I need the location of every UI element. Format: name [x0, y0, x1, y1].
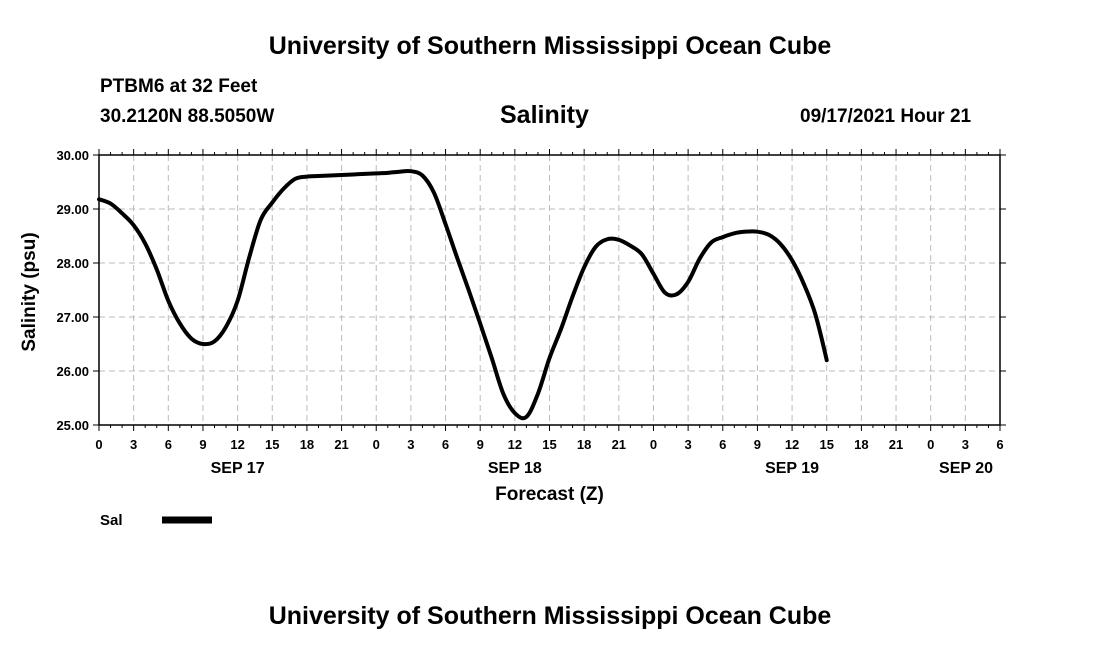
x-tick-label: 0 [95, 437, 102, 452]
x-tick-label: 6 [165, 437, 172, 452]
x-tick-label: 15 [542, 437, 556, 452]
bottom-title: University of Southern Mississippi Ocean… [268, 602, 832, 630]
coordinates-label: 30.2120N 88.5050W [100, 106, 275, 127]
x-tick-label: 15 [819, 437, 833, 452]
parameter-title: Salinity [500, 101, 589, 129]
x-tick-label: 12 [785, 437, 799, 452]
date-label: SEP 19 [765, 460, 819, 477]
x-tick-label: 3 [684, 437, 691, 452]
x-tick-label: 9 [199, 437, 206, 452]
y-tick-label: 28.00 [56, 256, 89, 271]
x-axis-title: Forecast (Z) [495, 484, 604, 505]
y-tick-label: 26.00 [56, 364, 89, 379]
date-label: SEP 20 [939, 460, 993, 477]
x-tick-label: 18 [577, 437, 591, 452]
date-label: SEP 17 [211, 460, 265, 477]
station-label: PTBM6 at 32 Feet [100, 76, 258, 97]
x-tick-labels: 0 3 6 9 12 15 18 21 0 3 6 9 12 15 18 21 0 3 6 9 12 15 18 21 0 3 6 [95, 437, 1003, 452]
series-line-sal [97, 168, 829, 421]
x-tick-label: 6 [442, 437, 449, 452]
x-tick-label: 0 [373, 437, 380, 452]
y-tick-label: 25.00 [56, 418, 89, 433]
x-tick-label: 3 [407, 437, 414, 452]
x-tick-label: 0 [650, 437, 657, 452]
x-tick-label: 0 [927, 437, 934, 452]
x-tick-label: 12 [508, 437, 522, 452]
y-tick-label: 29.00 [56, 202, 89, 217]
x-tick-label: 21 [612, 437, 626, 452]
x-tick-label: 18 [854, 437, 868, 452]
x-tick-label: 9 [477, 437, 484, 452]
x-tick-label: 3 [130, 437, 137, 452]
x-tick-label: 6 [719, 437, 726, 452]
legend-label: Sal [100, 512, 123, 529]
x-tick-label: 3 [962, 437, 969, 452]
x-tick-label: 15 [265, 437, 279, 452]
y-tick-label: 27.00 [56, 310, 89, 325]
x-tick-label: 18 [300, 437, 314, 452]
top-title: University of Southern Mississippi Ocean… [268, 32, 832, 60]
grid-lines [99, 155, 1000, 425]
y-axis-title: Salinity (psu) [19, 232, 40, 351]
x-tick-label: 12 [230, 437, 244, 452]
date-label: SEP 18 [488, 460, 542, 477]
x-tick-label: 6 [996, 437, 1003, 452]
x-tick-label: 9 [754, 437, 761, 452]
date-labels: SEP 17 SEP 18 SEP 19 SEP 20 [211, 460, 993, 477]
x-tick-label: 21 [334, 437, 348, 452]
x-tick-label: 21 [889, 437, 903, 452]
y-tick-label: 30.00 [56, 148, 89, 163]
y-tick-labels: 25.00 26.00 27.00 28.00 29.00 30.00 [56, 148, 89, 433]
axis-ticks [93, 149, 1006, 431]
timestamp-label: 09/17/2021 Hour 21 [800, 106, 972, 127]
